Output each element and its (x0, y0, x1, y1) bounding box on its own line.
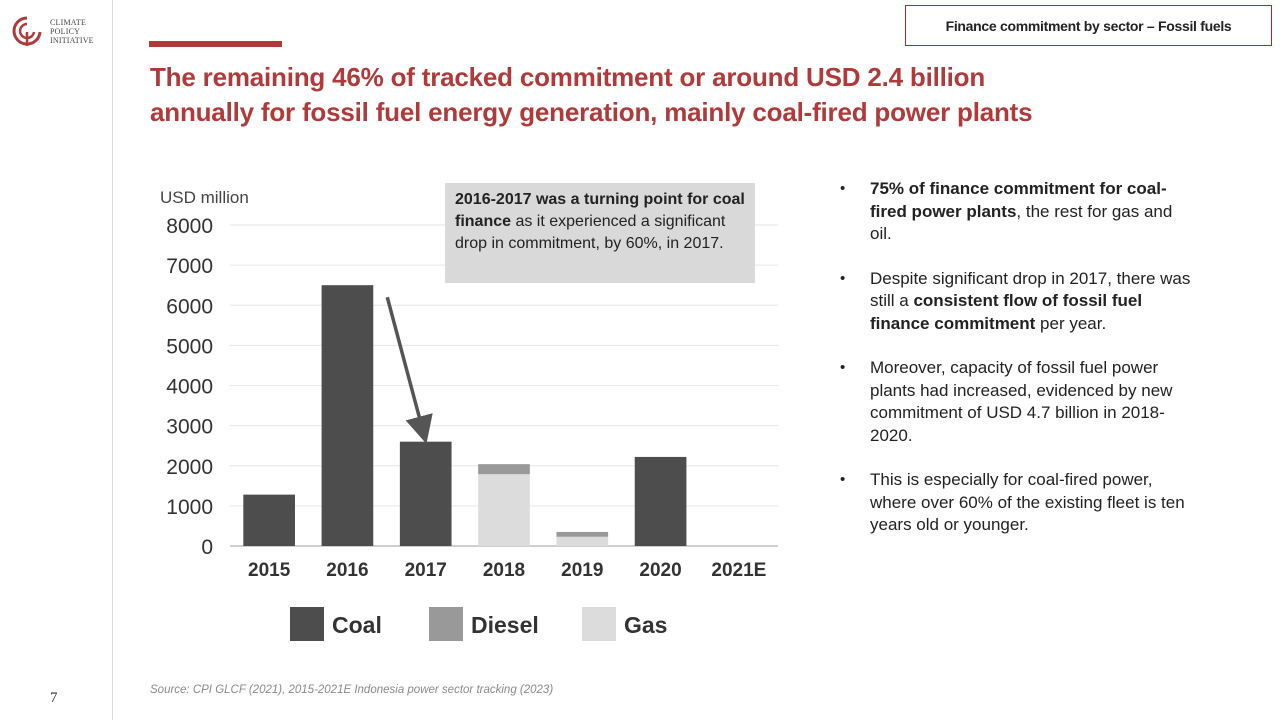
bullet-item: 75% of finance commitment for coal-fired… (838, 178, 1198, 246)
title-accent-bar (149, 41, 282, 47)
section-tag: Finance commitment by sector – Fossil fu… (905, 5, 1272, 46)
bar-diesel (478, 464, 530, 475)
left-rail: CLIMATE POLICY INITIATIVE 7 (0, 0, 113, 720)
bullet-text: Despite significant drop in 2017, there … (870, 268, 1191, 311)
legend-swatch-diesel (429, 607, 463, 641)
legend-label: Coal (332, 612, 382, 638)
page-title: The remaining 46% of tracked commitment … (150, 60, 1210, 130)
bar-gas (556, 536, 609, 546)
y-tick-label: 5000 (166, 335, 213, 358)
y-tick-label: 1000 (166, 496, 213, 519)
fossil-finance-bar-chart: USD million 0 1000 2000 3000 4000 5000 6000 7000… (160, 188, 778, 641)
legend-label: Gas (624, 612, 667, 638)
y-tick-label: 2000 (166, 456, 213, 479)
bar-coal (243, 494, 295, 546)
logo-line: CLIMATE (50, 18, 87, 27)
y-axis-label: USD million (160, 188, 249, 207)
y-tick-label: 8000 (166, 215, 213, 238)
x-tick-label: 2019 (561, 560, 603, 581)
key-points-list: 75% of finance commitment for coal-fired… (838, 178, 1198, 559)
y-tick-label: 0 (201, 536, 213, 559)
cpi-logo[interactable]: CLIMATE POLICY INITIATIVE (10, 14, 110, 54)
title-line: annually for fossil fuel energy generati… (150, 97, 1033, 127)
y-tick-label: 6000 (166, 295, 213, 318)
bullet-text: This is especially for coal-fired power,… (870, 470, 1185, 534)
bullet-item: Moreover, capacity of fossil fuel power … (838, 357, 1198, 447)
cpi-logo-icon (12, 16, 42, 46)
logo-line: INITIATIVE (50, 36, 94, 45)
x-tick-label: 2018 (483, 560, 525, 581)
bullet-bold: 75% of finance commitment for coal-fired… (870, 179, 1167, 221)
logo-line: POLICY (50, 27, 81, 36)
x-tick-label: 2021E (711, 560, 766, 581)
bullet-text: per year. (1035, 313, 1107, 333)
legend-swatch-gas (582, 607, 616, 641)
turning-point-callout: 2016-2017 was a turning point for coal f… (445, 183, 755, 283)
drop-arrow (385, 296, 433, 444)
callout-bold: 2016-2017 was a turning point for coal f… (455, 191, 745, 230)
bar-coal (399, 441, 452, 546)
page-number: 7 (50, 690, 58, 706)
legend-swatch-coal (290, 607, 324, 641)
bullet-item: Despite significant drop in 2017, there … (838, 268, 1198, 336)
source-note: Source: CPI GLCF (2021), 2015-2021E Indo… (150, 684, 554, 696)
bar-coal (321, 285, 374, 546)
bullet-bold: consistent flow of fossil fuel finance c… (870, 291, 1143, 333)
bullet-text: , the rest for gas and oil. (870, 201, 1173, 244)
bar-coal (634, 456, 687, 546)
y-tick-label: 4000 (166, 376, 213, 399)
x-tick-label: 2020 (639, 560, 681, 581)
bar-gas (478, 474, 530, 546)
y-tick-label: 7000 (166, 255, 213, 278)
bar-diesel (556, 531, 609, 537)
x-tick-label: 2016 (326, 560, 368, 581)
logo-wordmark: CLIMATE POLICY INITIATIVE (50, 18, 94, 45)
x-tick-label: 2015 (248, 560, 291, 581)
x-tick-label: 2017 (405, 560, 447, 581)
bullet-text: Moreover, capacity of fossil fuel power … (870, 358, 1173, 445)
legend-label: Diesel (471, 612, 539, 638)
callout-text: as it experienced a significant drop in … (455, 213, 726, 252)
title-line: The remaining 46% of tracked commitment … (150, 62, 986, 92)
y-tick-label: 3000 (166, 416, 213, 439)
bullet-item: This is especially for coal-fired power,… (838, 469, 1198, 537)
